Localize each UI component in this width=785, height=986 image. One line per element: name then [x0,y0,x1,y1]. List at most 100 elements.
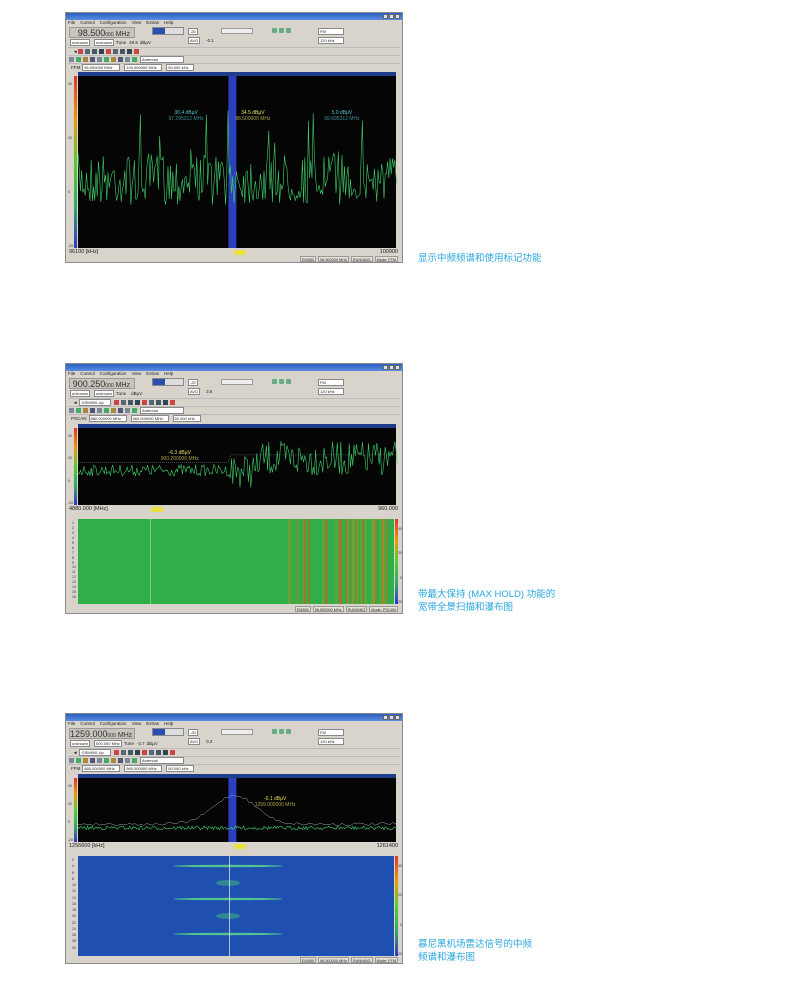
toolbar-icon[interactable] [104,57,109,63]
close-button[interactable] [395,715,400,720]
squelch-slider[interactable] [221,28,253,34]
back-arrow-icon[interactable]: ◄ [73,400,78,405]
antenna-select[interactable]: Antennal [140,56,184,64]
toolbar-icon[interactable] [83,758,88,764]
toolbar-icon[interactable] [111,758,116,764]
step-field[interactable]: 50.000 kHz [172,415,201,423]
toolbar-icon[interactable] [121,750,127,756]
toolbar-icon[interactable] [114,750,120,756]
bandwidth-select[interactable]: 120 kHz [318,37,344,45]
menu-item[interactable]: File [68,721,76,726]
toolbar-icon[interactable] [104,758,109,764]
toolbar-icon[interactable] [90,57,95,63]
antenna-icon[interactable] [272,28,277,34]
squelch-slider[interactable] [221,729,253,735]
preset-select[interactable]: GSM900-Up [79,399,112,407]
agc-select[interactable]: AVG [188,388,201,396]
toolbar-icon[interactable] [111,408,116,414]
squelch-slider[interactable] [221,379,253,385]
toolbar-icon[interactable] [170,750,176,756]
mode-select[interactable]: unknown [70,39,91,47]
minimize-button[interactable] [383,14,388,19]
toolbar-icon[interactable] [156,750,162,756]
menu-item[interactable]: View [131,20,142,25]
toolbar-icon[interactable] [76,57,81,63]
stop-field[interactable]: 960.000000 MHz [130,415,169,423]
menu-item[interactable]: View [131,721,142,726]
toolbar-icon[interactable] [142,400,148,406]
minimize-button[interactable] [383,715,388,720]
toolbar-icon[interactable] [97,408,102,414]
stop-field[interactable]: 960.000000 MHz [124,765,163,773]
frequency-display[interactable]: 1259.000000 MHz [69,728,135,739]
toolbar-icon[interactable] [90,408,95,414]
preset-select[interactable]: GSM900-Up [79,749,112,757]
toolbar-icon[interactable] [149,750,155,756]
toolbar-icon[interactable] [97,57,102,63]
bandwidth-select[interactable]: 120 kHz [318,388,344,396]
menu-item[interactable]: Configuration [99,371,127,376]
menu-item[interactable]: Extras [146,371,160,376]
menu-item[interactable]: File [68,371,76,376]
toolbar-icon[interactable] [125,408,130,414]
menu-item[interactable]: Configuration [99,20,127,25]
antenna-icon[interactable] [272,379,277,385]
menu-item[interactable]: File [68,20,76,25]
toolbar-icon[interactable] [76,408,81,414]
toolbar-icon[interactable] [118,758,123,764]
toolbar-icon[interactable] [125,57,130,63]
agc-select[interactable]: AVG [188,37,201,45]
toolbar-icon[interactable] [142,750,148,756]
toolbar-icon[interactable] [113,49,119,55]
toolbar-icon[interactable] [83,408,88,414]
toolbar-icon[interactable] [132,758,137,764]
toolbar-icon[interactable] [69,408,74,414]
step-field[interactable]: 50.000 kHz [166,765,195,773]
att-select[interactable]: -20 [188,379,198,387]
toolbar-icon[interactable] [128,750,134,756]
toolbar-icon[interactable] [149,400,155,406]
mode-select[interactable]: unknown [70,390,91,398]
step-select[interactable]: unknown [94,390,115,398]
step-select[interactable]: unknown [94,39,115,47]
menu-item[interactable]: Help [164,721,174,726]
demod-select[interactable]: FM [318,379,344,387]
menu-item[interactable]: Extras [146,721,160,726]
toolbar-icon[interactable] [135,750,141,756]
toolbar-icon[interactable] [170,400,176,406]
att-select[interactable]: -20 [188,28,198,36]
toolbar-icon[interactable] [118,57,123,63]
back-arrow-icon[interactable]: ◄ [73,49,78,54]
start-field[interactable]: 880.000000 MHz [82,765,121,773]
menu-item[interactable]: Extras [146,20,160,25]
toolbar-icon[interactable] [125,758,130,764]
toolbar-icon[interactable] [163,750,169,756]
toolbar-icon[interactable] [104,408,109,414]
toolbar-icon[interactable] [85,49,91,55]
toolbar-icon[interactable] [118,408,123,414]
toolbar-icon[interactable] [134,49,140,55]
back-arrow-icon[interactable]: ◄ [73,750,78,755]
start-field[interactable]: 880.000000 MHz [88,415,127,423]
demod-select[interactable]: FM [318,28,344,36]
toolbar-icon[interactable] [127,49,133,55]
toolbar-icon[interactable] [97,758,102,764]
antenna-icon[interactable] [286,729,291,735]
demod-select[interactable]: FM [318,729,344,737]
toolbar-icon[interactable] [69,758,74,764]
toolbar-icon[interactable] [111,57,116,63]
toolbar-icon[interactable] [78,49,84,55]
menu-item[interactable]: Control [80,371,95,376]
toolbar-icon[interactable] [69,57,74,63]
step-field[interactable]: 50.000 kHz [166,64,195,72]
toolbar-icon[interactable] [83,57,88,63]
center-marker-tag[interactable] [151,507,163,512]
toolbar-icon[interactable] [114,400,120,406]
toolbar-icon[interactable] [120,49,126,55]
toolbar-icon[interactable] [99,49,105,55]
menu-item[interactable]: Help [164,20,174,25]
agc-select[interactable]: AVG [188,738,201,746]
antenna-select[interactable]: Antennal [140,757,184,765]
toolbar-icon[interactable] [92,49,98,55]
antenna-icon[interactable] [286,28,291,34]
